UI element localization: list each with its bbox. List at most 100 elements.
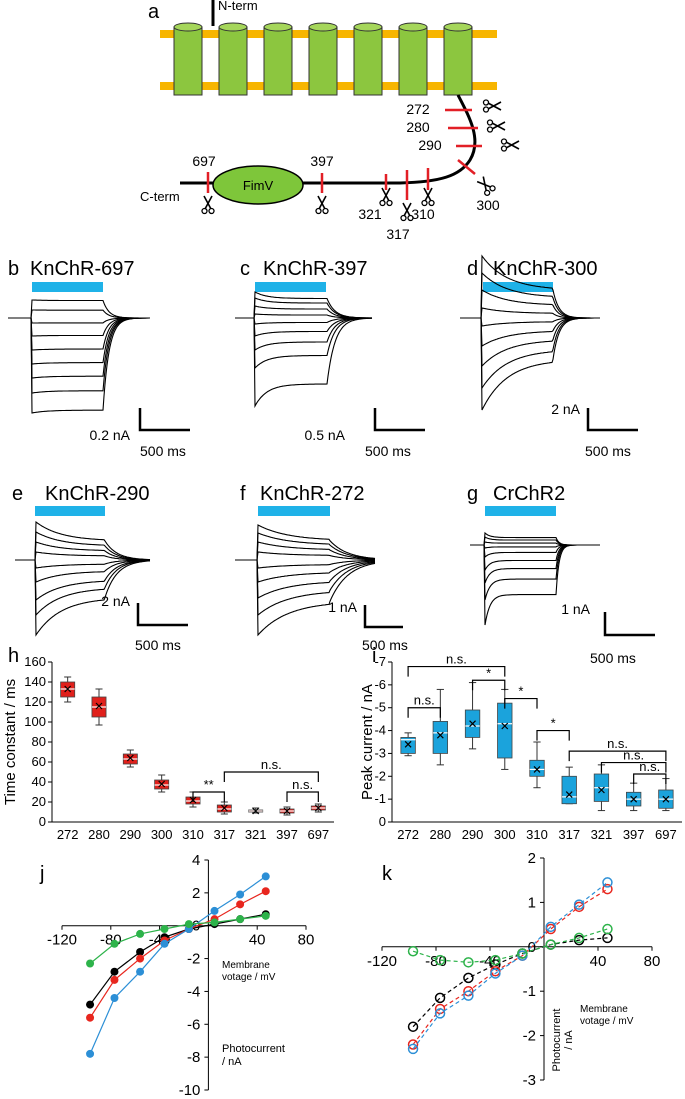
significance-label: ** xyxy=(204,777,214,792)
panel-label: i xyxy=(372,645,376,667)
significance-bracket xyxy=(407,707,441,718)
mean-marker xyxy=(533,766,541,773)
data-point xyxy=(545,921,556,933)
mean-marker xyxy=(436,731,444,739)
x-tick-label: 80 xyxy=(298,932,315,949)
mean-marker xyxy=(64,685,72,693)
x-tick-label: -40 xyxy=(479,953,501,970)
current-trace xyxy=(8,299,150,319)
series-line xyxy=(89,915,266,964)
x-tick-label: 272 xyxy=(397,827,419,842)
mean-marker xyxy=(252,807,260,815)
y-tick-label: -4 xyxy=(374,723,386,738)
x-axis-title: votage / mV xyxy=(580,1016,634,1027)
site-label: 697 xyxy=(192,153,216,169)
x-tick-label: 40 xyxy=(249,932,266,949)
current-scale-label: 1 nA xyxy=(328,599,357,615)
mean-marker xyxy=(565,791,573,798)
panel-label: j xyxy=(39,863,44,885)
trace-title: KnChR-300 xyxy=(493,258,598,280)
scale-bar xyxy=(363,605,403,629)
significance-bracket xyxy=(223,771,319,782)
current-trace xyxy=(15,559,151,617)
current-trace xyxy=(235,524,376,561)
data-point xyxy=(136,948,145,956)
y-tick-label: 40 xyxy=(32,774,46,789)
current-trace xyxy=(8,317,150,394)
y-tick-label: -2 xyxy=(374,768,386,783)
mean-marker xyxy=(126,754,134,762)
current-trace xyxy=(15,559,150,569)
y-tick-label: -8 xyxy=(187,1049,200,1066)
scale-bar xyxy=(603,612,655,637)
current-trace xyxy=(8,317,150,365)
trace-title: KnChR-697 xyxy=(30,258,135,280)
helix xyxy=(173,26,203,96)
x-tick-label: 317 xyxy=(213,827,235,842)
helix-top xyxy=(443,22,473,32)
data-point xyxy=(573,932,585,944)
site-label: 317 xyxy=(386,226,410,242)
data-point xyxy=(136,967,145,976)
helix xyxy=(443,26,473,96)
helix xyxy=(308,26,338,96)
significance-label: * xyxy=(518,684,523,699)
significance-label: n.s. xyxy=(414,693,435,708)
x-tick-label: 280 xyxy=(88,827,110,842)
significance-bracket xyxy=(192,791,225,802)
significance-label: n.s. xyxy=(292,777,313,792)
scissors xyxy=(315,195,329,215)
y-tick-label: -1 xyxy=(374,791,386,806)
site-label: 397 xyxy=(310,153,334,169)
time-scale-label: 500 ms xyxy=(140,443,186,459)
site-label: 321 xyxy=(358,206,382,222)
data-point xyxy=(210,906,219,915)
box xyxy=(561,775,577,805)
current-scale-label: 0.2 nA xyxy=(90,427,131,443)
x-tick-label: 310 xyxy=(526,827,548,842)
data-point xyxy=(261,887,270,896)
x-tick-label: 317 xyxy=(558,827,580,842)
x-axis-title: votage / mV xyxy=(222,972,276,983)
current-trace xyxy=(460,317,600,411)
light-pulse xyxy=(255,282,326,292)
x-tick-label: 280 xyxy=(429,827,451,842)
site-label: 272 xyxy=(406,101,430,117)
significance-label: n.s. xyxy=(446,652,467,667)
y-tick-label: -10 xyxy=(179,1082,201,1099)
data-point xyxy=(407,945,419,957)
current-trace xyxy=(235,532,376,561)
y-tick-label: 0 xyxy=(39,814,46,829)
data-point xyxy=(602,883,613,895)
panel-label: e xyxy=(12,483,23,505)
n-term-label: N-term xyxy=(218,0,258,13)
significance-label: * xyxy=(486,665,491,680)
data-point xyxy=(86,1000,95,1009)
significance-bracket xyxy=(633,773,667,784)
current-trace xyxy=(235,559,375,569)
domain-label: FimV xyxy=(243,178,274,193)
series-line xyxy=(412,937,608,1028)
data-point xyxy=(517,948,528,959)
data-point xyxy=(434,1008,446,1019)
y-tick-label: -2 xyxy=(187,951,200,968)
data-point xyxy=(407,1021,419,1032)
data-point xyxy=(136,929,145,938)
trace-title: KnChR-397 xyxy=(263,258,368,280)
scale-bar xyxy=(136,603,188,627)
site-label: 290 xyxy=(418,137,442,153)
y-tick-label: -3 xyxy=(523,1072,536,1089)
cut-mark xyxy=(457,159,476,175)
box xyxy=(497,702,513,759)
data-point xyxy=(110,967,119,976)
current-trace xyxy=(15,520,151,561)
scissors xyxy=(474,174,497,198)
data-point xyxy=(160,939,169,948)
mean-marker xyxy=(283,807,291,815)
y-tick-label: -1 xyxy=(523,983,536,1000)
mean-marker xyxy=(630,795,638,803)
y-tick-label: -5 xyxy=(374,700,386,715)
significance-label: n.s. xyxy=(623,748,644,763)
current-trace xyxy=(235,305,372,319)
